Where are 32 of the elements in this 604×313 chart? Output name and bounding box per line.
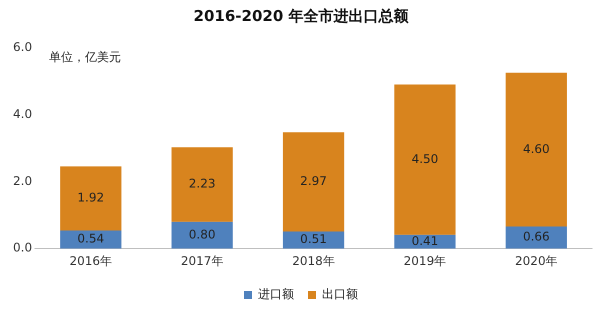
- data-label: 0.51: [300, 232, 327, 246]
- bar: [506, 72, 567, 227]
- chart-title: 2016-2020 年全市进出口总额: [194, 6, 410, 25]
- data-label: 0.66: [522, 230, 550, 244]
- legend-label: 出口额: [322, 287, 358, 302]
- annotation: 单位，亿美元: [49, 50, 122, 64]
- data-label: 0.41: [412, 234, 438, 248]
- data-label: 0.80: [188, 227, 216, 242]
- bar: [506, 226, 567, 249]
- data-label: 4.50: [412, 152, 438, 166]
- data-label: 0.54: [77, 232, 104, 246]
- x-tick-label: 2020年: [515, 254, 558, 268]
- x-tick-label: 2018年: [292, 254, 335, 268]
- data-label: 4.60: [522, 142, 550, 156]
- bar: [60, 230, 122, 249]
- x-tick-label: 2016年: [70, 254, 112, 268]
- x-tick-label: 2017年: [180, 254, 224, 268]
- bar: [172, 222, 233, 249]
- data-label: 1.92: [77, 190, 104, 205]
- bar: [282, 132, 344, 232]
- y-tick-label: 6.0: [12, 40, 32, 54]
- bar: [282, 232, 344, 249]
- bar: [394, 84, 456, 235]
- data-label: 2.97: [300, 174, 327, 188]
- y-tick-label: 2.0: [12, 174, 32, 188]
- bar: [172, 147, 233, 222]
- y-tick-label: 0.0: [12, 240, 32, 255]
- data-label: 2.23: [188, 176, 216, 191]
- bar: [60, 166, 122, 231]
- y-tick-label: 4.0: [12, 106, 32, 121]
- x-tick-label: 2019年: [404, 254, 446, 268]
- legend-label: 进口额: [258, 287, 294, 302]
